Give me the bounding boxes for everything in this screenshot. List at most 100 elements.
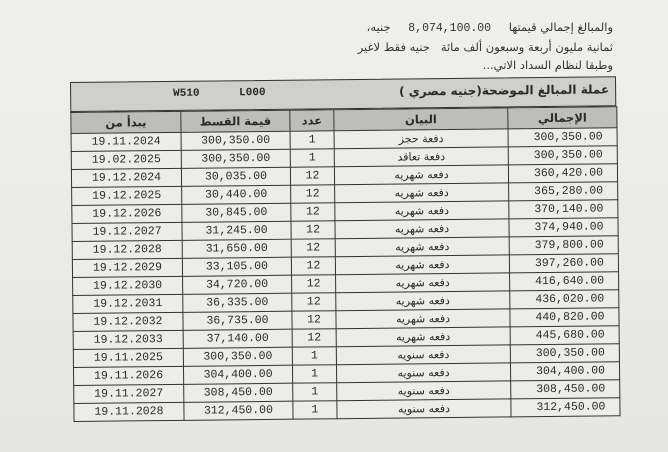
amount-in-words: ثمانية مليون أربعة وسبعون ألف مائة [440, 40, 613, 54]
cell-installment: 34,720.00 [182, 275, 292, 295]
cell-start: 19.11.2027 [73, 384, 184, 404]
cell-description: دفعه شهريه [336, 326, 511, 347]
cell-description: دفعه شهريه [334, 164, 509, 185]
code-1: W510 [173, 87, 200, 100]
cell-installment: 300,350.00 [183, 347, 293, 367]
cell-start: 19.11.2025 [73, 348, 184, 368]
cell-total: 397,260.00 [509, 253, 619, 273]
cell-start: 19.12.2032 [72, 312, 184, 332]
cell-installment: 36,735.00 [182, 311, 293, 331]
cell-start: 19.12.2025 [71, 186, 182, 206]
cell-installment: 30,845.00 [181, 203, 291, 223]
cell-description: دفعه شهريه [335, 272, 510, 293]
code-2: L000 [239, 86, 266, 100]
cell-description: دفعه شهريه [335, 236, 510, 257]
cell-start: 19.12.2027 [71, 222, 183, 242]
cell-installment: 300,350.00 [181, 149, 291, 169]
cell-count: 12 [290, 184, 335, 204]
intro-line-3: وطبقا لنظام السداد الاتي... [483, 58, 613, 72]
cell-count: 1 [290, 148, 335, 168]
cell-count: 12 [290, 202, 335, 222]
intro-text: والمبالغ إجمالي قيمتها [508, 20, 613, 34]
cell-installment: 36,335.00 [182, 293, 292, 313]
cell-count: 12 [291, 310, 337, 330]
currency-text: جنيه، [366, 20, 391, 34]
cell-count: 12 [292, 328, 337, 348]
cell-description: دفعه سنويه [336, 380, 511, 401]
cell-description: دفعه سنويه [336, 344, 511, 365]
cell-installment: 308,450.00 [183, 383, 293, 403]
cell-count: 1 [290, 130, 335, 150]
cell-start: 19.02.2025 [71, 150, 182, 170]
cell-description: دفعه شهريه [335, 254, 510, 275]
intro-line-2: ثمانية مليون أربعة وسبعون ألف مائة جنيه … [358, 40, 613, 54]
cell-start: 19.12.2026 [71, 204, 182, 224]
cell-count: 12 [290, 220, 336, 240]
cell-installment: 300,350.00 [181, 131, 291, 151]
cell-description: دفعة حجز [334, 128, 509, 149]
cell-total: 379,800.00 [509, 235, 619, 255]
cell-count: 1 [292, 364, 337, 384]
cell-start: 19.12.2033 [73, 330, 184, 350]
cell-description: دفعه شهريه [335, 290, 510, 311]
cell-installment: 31,650.00 [182, 239, 292, 259]
cell-description: دفعه شهريه [335, 308, 511, 329]
cell-total: 416,640.00 [509, 271, 619, 291]
cell-count: 12 [291, 292, 336, 312]
cell-start: 19.11.2028 [73, 402, 185, 422]
cell-total: 300,350.00 [508, 127, 618, 147]
cell-total: 374,940.00 [508, 217, 619, 237]
cell-start: 19.11.2024 [71, 132, 182, 152]
intro-line-1: والمبالغ إجمالي قيمتها 8,074,100.00 جنيه… [367, 20, 613, 35]
currency-label: عملة المبالغ الموضحة(جنيه مصري ) [399, 82, 610, 99]
cell-installment: 304,400.00 [183, 365, 293, 385]
cell-start: 19.12.2024 [71, 168, 182, 188]
cell-description: دفعه سنويه [336, 398, 512, 419]
payment-schedule-table: W510 L000 عملة المبالغ الموضحة(جنيه مصري… [70, 76, 621, 422]
cell-total: 365,280.00 [508, 181, 618, 201]
cell-count: 12 [291, 238, 336, 258]
cell-installment: 37,140.00 [183, 329, 293, 349]
cell-count: 12 [291, 274, 336, 294]
cell-count: 12 [291, 256, 336, 276]
cell-installment: 30,035.00 [181, 167, 291, 187]
payment-plan-intro: وطبقا لنظام السداد الاتي... [482, 58, 613, 72]
cell-start: 19.12.2029 [72, 258, 183, 278]
cell-total: 304,400.00 [510, 361, 620, 381]
total-amount: 8,074,100.00 [408, 22, 492, 35]
cell-installment: 30,440.00 [181, 185, 291, 205]
table-band: W510 L000 عملة المبالغ الموضحة(جنيه مصري… [70, 76, 617, 112]
cell-description: دفعه شهريه [334, 200, 509, 221]
cell-total: 308,450.00 [510, 379, 620, 399]
cell-description: دفعه شهريه [334, 182, 509, 203]
cell-total: 300,350.00 [508, 145, 618, 165]
cell-total: 440,820.00 [509, 307, 620, 327]
header-total: الإجمالي [507, 106, 618, 129]
amount-suffix: جنيه فقط لاغير [357, 40, 430, 54]
cell-total: 370,140.00 [508, 199, 618, 219]
cell-start: 19.12.2030 [72, 276, 183, 296]
cell-installment: 33,105.00 [182, 257, 292, 277]
cell-total: 300,350.00 [510, 343, 620, 363]
cell-installment: 31,245.00 [181, 221, 292, 241]
header-count: عدد [289, 109, 335, 132]
cell-start: 19.11.2026 [73, 366, 184, 386]
cell-total: 360,420.00 [508, 163, 618, 183]
cell-start: 19.12.2031 [72, 294, 183, 314]
header-start: يبدأ من [70, 111, 182, 134]
cell-count: 12 [290, 166, 335, 186]
header-description: البيان [333, 107, 509, 131]
cell-count: 1 [292, 346, 337, 366]
cell-description: دفعه شهريه [334, 218, 510, 239]
header-installment: قيمة القسط [180, 110, 291, 133]
cell-total: 445,680.00 [510, 325, 620, 345]
cell-total: 436,020.00 [509, 289, 619, 309]
cell-description: دفعه سنويه [336, 362, 511, 383]
cell-count: 1 [292, 400, 338, 420]
cell-description: دفعة تعاقد [334, 146, 509, 167]
cell-count: 1 [292, 382, 337, 402]
cell-installment: 312,450.00 [183, 401, 294, 421]
cell-start: 19.12.2028 [72, 240, 183, 260]
cell-total: 312,450.00 [510, 397, 621, 417]
